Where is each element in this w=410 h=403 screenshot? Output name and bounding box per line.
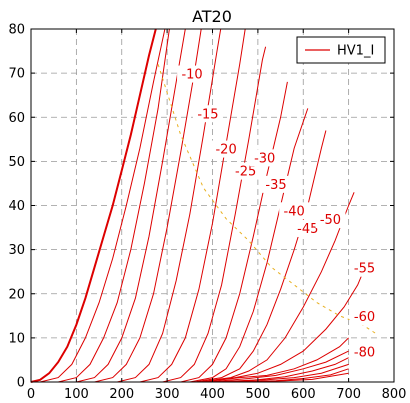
curve-label-bg: [261, 175, 292, 193]
series-line: [30, 28, 157, 383]
curve-label-bg: [177, 65, 208, 83]
curve-label-bg: [349, 308, 380, 326]
curve-label: -20: [215, 143, 236, 158]
curve-group: [30, 28, 368, 383]
y-tick-label: 80: [8, 23, 25, 38]
y-tick-label: 50: [8, 155, 25, 170]
curve-label-bg: [192, 105, 223, 123]
y-tick-label: 40: [8, 199, 25, 214]
ticks: 0 100 200 300 400 500 600 700 800 0 10 20 30 40 50 60 70…: [8, 23, 406, 403]
series-line: [194, 130, 327, 383]
series-line: [189, 108, 309, 383]
y-tick-label: 20: [8, 287, 25, 302]
series-line: [162, 46, 267, 383]
curve-label: -60: [354, 310, 375, 325]
dissipation-curve: [157, 64, 377, 334]
curve-label: -40: [284, 204, 305, 219]
legend-label: HV1_I: [337, 44, 374, 59]
y-tick-label: 0: [17, 376, 25, 391]
curve-label: -25: [235, 165, 256, 180]
series-line: [201, 262, 368, 383]
curve-label-bg: [230, 162, 261, 180]
series-line: [139, 28, 246, 383]
curve-label-bg: [315, 211, 346, 229]
series-line: [94, 28, 202, 383]
curve-label: -35: [265, 178, 286, 193]
x-tick-label: 200: [109, 387, 134, 402]
series-line: [207, 350, 349, 383]
curve-label-bg: [279, 202, 310, 220]
x-tick-label: 500: [245, 387, 270, 402]
legend: HV1_I: [296, 36, 386, 64]
y-tick-label: 10: [8, 331, 25, 346]
curve-label: -10: [181, 68, 202, 83]
curve-label: -30: [254, 151, 275, 166]
curve-label-bg: [292, 219, 323, 237]
curve-label-bg: [349, 343, 380, 361]
grid: [31, 29, 394, 382]
x-tick-label: 600: [291, 387, 316, 402]
y-tick-label: 70: [8, 67, 25, 82]
series-line: [117, 28, 222, 383]
series-line: [180, 81, 288, 383]
x-tick-label: 0: [27, 387, 35, 402]
curve-label-bg: [349, 259, 380, 277]
curve-label: -80: [354, 346, 375, 361]
curve-label: -15: [197, 107, 218, 122]
series-line: [76, 28, 186, 383]
y-tick-label: 30: [8, 243, 25, 258]
series-line: [58, 28, 170, 383]
series-line: [221, 363, 349, 383]
curve-labels: -10 -15 -20 -25-30 -35 -40 -45-50 -55 -60 -80: [177, 65, 380, 361]
series-line: [203, 337, 349, 383]
y-tick-label: 60: [8, 111, 25, 126]
series-line: [239, 372, 349, 383]
curve-label: -55: [354, 262, 375, 277]
x-tick-label: 100: [64, 387, 89, 402]
x-tick-label: 800: [382, 387, 407, 402]
x-tick-label: 700: [336, 387, 361, 402]
curve-label: -45: [297, 222, 318, 237]
curve-label-bg: [211, 140, 242, 158]
x-tick-label: 400: [200, 387, 225, 402]
curve-label: -50: [320, 213, 341, 228]
series-line: [39, 28, 166, 383]
curve-label-bg: [249, 149, 280, 167]
chart-title: AT20: [192, 7, 232, 26]
x-tick-label: 300: [155, 387, 180, 402]
